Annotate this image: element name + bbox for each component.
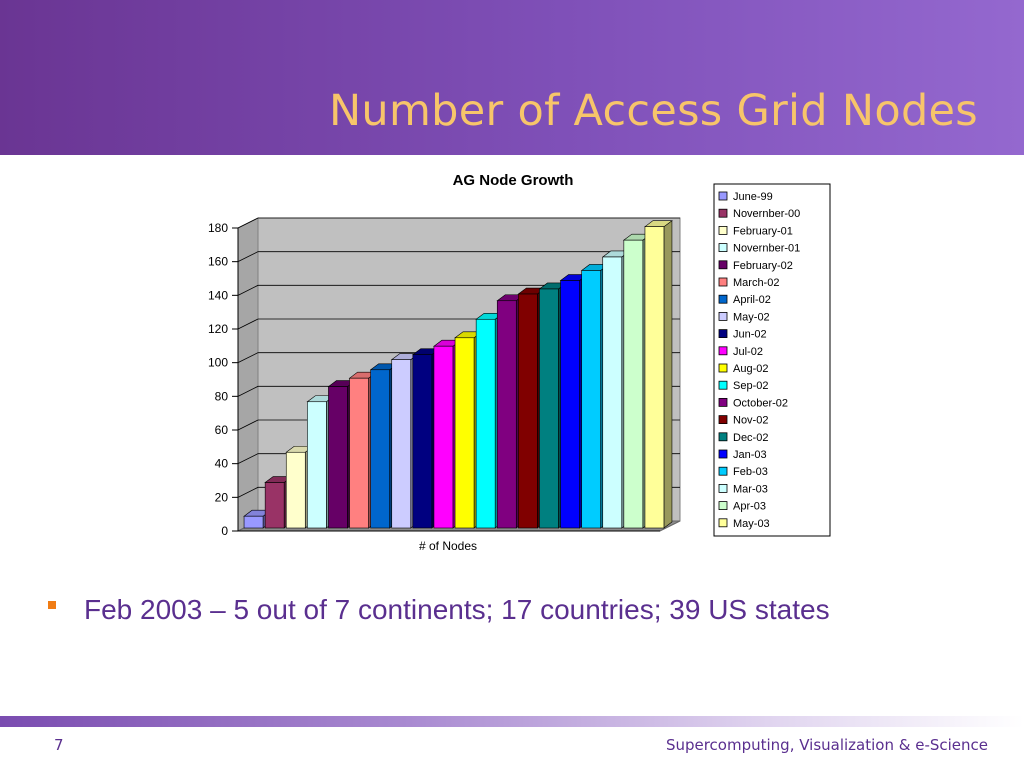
- bar-side: [663, 220, 673, 529]
- bar-front: [349, 377, 369, 529]
- legend-label: February-02: [733, 260, 793, 272]
- legend-swatch: [718, 226, 728, 235]
- bullet-text: Feb 2003 – 5 out of 7 continents; 17 cou…: [84, 594, 830, 625]
- plot-side-wall: [237, 217, 259, 532]
- y-tick-label: 20: [215, 490, 229, 504]
- legend-label: Jul-02: [733, 346, 763, 358]
- legend-label: Mar-03: [733, 483, 768, 495]
- legend-swatch: [718, 432, 728, 442]
- gridline: [237, 217, 680, 229]
- y-tick-label: 160: [208, 255, 228, 269]
- bar-front: [264, 482, 285, 529]
- legend-swatch: [718, 208, 728, 218]
- legend-swatch: [718, 466, 728, 476]
- bar-front: [644, 226, 665, 529]
- ag-node-growth-chart: AG Node Growth 020406080100120140160180 …: [208, 172, 831, 553]
- slide-number: 7: [54, 736, 64, 754]
- bullet-icon: [48, 601, 56, 609]
- legend-label: Novernber-00: [733, 208, 800, 220]
- legend-label: Aug-02: [733, 363, 768, 375]
- legend-swatch: [718, 243, 728, 252]
- legend-swatch: [718, 501, 728, 511]
- legend-label: May-02: [733, 311, 770, 323]
- legend-label: Nov-02: [733, 415, 768, 427]
- bar-front: [285, 451, 306, 529]
- legend-label: Apr-03: [733, 501, 766, 513]
- bar-front: [560, 280, 580, 529]
- bar-front: [623, 239, 644, 529]
- legend-box: [713, 183, 831, 537]
- legend-label: Sep-02: [733, 380, 768, 392]
- legend-swatch: [718, 363, 728, 373]
- footer-band: [0, 716, 1024, 727]
- legend-label: April-02: [733, 294, 771, 306]
- legend-swatch: [718, 346, 728, 356]
- legend-swatch: [718, 329, 728, 339]
- legend-swatch: [718, 483, 728, 493]
- legend-label: May-03: [733, 518, 770, 530]
- legend-swatch: [718, 277, 728, 287]
- legend-label: March-02: [733, 277, 779, 289]
- y-tick-label: 140: [208, 288, 228, 302]
- bar-front: [602, 256, 623, 529]
- bar-front: [243, 515, 264, 529]
- legend-swatch: [718, 449, 728, 459]
- bar-front: [433, 345, 454, 529]
- gridline: [237, 284, 680, 296]
- legend-label: June-99: [733, 191, 773, 203]
- bar-may-03: [644, 220, 673, 529]
- legend-label: February-01: [733, 225, 793, 237]
- legend-swatch: [718, 294, 728, 304]
- bar-front: [454, 337, 475, 529]
- y-tick-label: 40: [215, 457, 229, 471]
- legend-swatch: [718, 191, 728, 201]
- footer-text: Supercomputing, Visualization & e-Scienc…: [665, 736, 988, 754]
- bar-front: [328, 386, 348, 529]
- y-tick-label: 0: [221, 524, 228, 538]
- bar-front: [475, 318, 496, 529]
- legend-label: Feb-03: [733, 466, 768, 478]
- legend-swatch: [718, 397, 728, 407]
- legend-swatch: [718, 415, 728, 425]
- bar-front: [581, 270, 601, 529]
- bar-front: [307, 401, 327, 529]
- bar-front: [496, 300, 517, 529]
- y-tick-label: 180: [208, 221, 228, 235]
- chart-legend: June-99 Novernber-00 February-01 Novernber-…: [713, 183, 831, 537]
- legend-swatch: [718, 260, 728, 270]
- bar-front: [518, 293, 538, 529]
- y-tick-label: 80: [215, 389, 229, 403]
- title-banner: [0, 0, 1024, 155]
- slide-title: Number of Access Grid Nodes: [328, 86, 978, 136]
- legend-swatch: [718, 518, 728, 528]
- legend-label: October-02: [733, 397, 788, 409]
- y-tick-label: 120: [208, 322, 228, 336]
- x-axis-label: # of Nodes: [419, 539, 477, 553]
- legend-label: Novernber-01: [733, 243, 800, 255]
- chart-title: AG Node Growth: [453, 172, 574, 189]
- legend-label: Jun-02: [733, 329, 767, 341]
- legend-label: Jan-03: [733, 449, 767, 461]
- y-tick-label: 60: [215, 423, 229, 437]
- legend-label: Dec-02: [733, 432, 768, 444]
- y-tick-label: 100: [208, 356, 228, 370]
- plot-area: 0 20 40 60 80 100 120 140 160 180: [208, 217, 681, 538]
- bar-front: [370, 369, 390, 529]
- legend-swatch: [718, 380, 728, 390]
- legend-swatch: [718, 311, 728, 321]
- bar-front: [391, 359, 412, 529]
- bar-front: [539, 288, 559, 529]
- gridline: [237, 251, 680, 263]
- bar-front: [412, 354, 433, 529]
- bullet-list: Feb 2003 – 5 out of 7 continents; 17 cou…: [48, 590, 948, 630]
